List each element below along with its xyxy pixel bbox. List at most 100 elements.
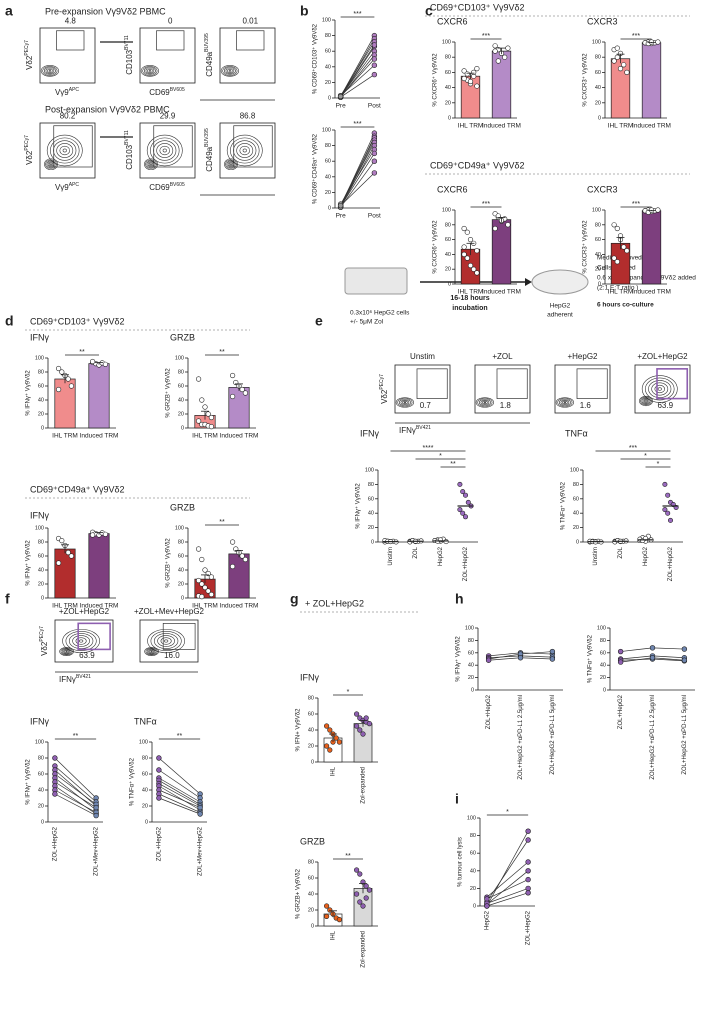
panel-label: e [315, 313, 323, 329]
gate-value: 63.9 [657, 401, 673, 410]
contour [482, 400, 488, 405]
x-tick-label: IHL [331, 766, 337, 776]
contour [398, 399, 411, 406]
contour [72, 635, 90, 647]
diagram-text: 6 hours co-culture [597, 302, 654, 309]
contour [222, 66, 238, 76]
paired-line [486, 888, 529, 904]
contour [48, 70, 52, 72]
section-header: CD69⁺CD49a⁺ Vγ9Vδ2 [430, 160, 525, 170]
y-tick-label: 20 [573, 525, 579, 531]
data-point [464, 255, 470, 261]
y-axis-label: % CXCR6⁺ Vγ9Vδ2 [432, 53, 439, 107]
contour [150, 163, 152, 166]
flow-title: +HepG2 [567, 352, 598, 361]
contour [63, 649, 71, 654]
contour [641, 375, 678, 403]
data-point [208, 424, 214, 430]
gate-value: 0.01 [242, 17, 258, 26]
flow-frame [139, 122, 196, 179]
y-tick-label: 80 [600, 638, 606, 644]
x-tick-label: IHL TRM [458, 123, 484, 130]
section-header: CD69⁺CD103⁺ Vγ9Vδ2 [30, 316, 125, 326]
data-point [525, 890, 531, 896]
data-point [208, 414, 214, 421]
contour [46, 134, 83, 167]
significance-label: ** [345, 853, 351, 860]
data-point [464, 71, 470, 77]
paired-line [486, 892, 529, 907]
axis-label-sup: BV421 [76, 674, 91, 680]
bar [641, 42, 662, 119]
axis-label-sup: PECy7 [24, 40, 30, 56]
contour [68, 633, 94, 649]
y-tick-label: 20 [325, 190, 331, 196]
significance-label: ** [79, 349, 85, 356]
x-tick-label: IHL TRM [458, 289, 484, 296]
data-point [324, 743, 330, 749]
x-tick-label: Unstim [593, 547, 599, 566]
flow-frame [39, 27, 96, 84]
y-tick-label: 40 [595, 252, 601, 258]
petri-dish [531, 269, 589, 295]
paired-line [158, 757, 201, 795]
paired-line [340, 74, 375, 98]
y-tick-label: 40 [445, 85, 451, 91]
y-tick-label: 100 [592, 39, 601, 45]
contour [475, 397, 495, 408]
contour [480, 399, 490, 405]
y-tick-label: 40 [600, 663, 606, 669]
flow-gate [576, 368, 608, 399]
axis-label: Vγ9APC [55, 182, 79, 192]
paired-line [158, 783, 201, 807]
data-point [333, 735, 339, 741]
contour [146, 134, 183, 167]
data-point [102, 531, 108, 537]
contour [478, 399, 491, 406]
y-tick-label: 60 [38, 553, 44, 559]
data-point [196, 418, 202, 424]
contour [148, 70, 152, 72]
data-point [525, 837, 531, 843]
contour [56, 143, 74, 158]
data-point [502, 54, 508, 60]
bar [641, 210, 662, 285]
contour [45, 159, 57, 170]
contour [641, 397, 651, 405]
y-tick-label: 0 [311, 923, 314, 929]
significance-label: * [657, 461, 660, 468]
data-point [65, 549, 71, 556]
gate-value: 29.9 [160, 112, 176, 121]
data-point [471, 69, 477, 75]
y-tick-label: 80 [445, 55, 451, 61]
x-tick-label: IHL TRM [52, 603, 78, 610]
axis-label-sup: BV605 [170, 87, 185, 93]
data-point [59, 369, 65, 375]
data-point [505, 45, 511, 51]
well-plate [344, 267, 408, 295]
panel-label: h [455, 591, 464, 607]
axis-label-sup: APC [69, 87, 80, 93]
arrow-head [525, 278, 532, 286]
data-point [614, 259, 620, 265]
y-axis-label: % tumour cell lysis [458, 837, 464, 887]
significance-label: *** [353, 11, 361, 18]
contour [65, 631, 97, 651]
y-tick-label: 60 [178, 553, 184, 559]
y-tick-label: 40 [468, 663, 474, 669]
contour [48, 162, 54, 167]
axis-label: CD69BV605 [149, 182, 185, 192]
contour [46, 160, 56, 169]
data-point [457, 481, 463, 487]
contour [145, 159, 157, 170]
flow-gate [77, 622, 111, 651]
y-tick-label: 80 [468, 638, 474, 644]
y-tick-label: 60 [142, 771, 148, 777]
x-tick-label: IHL TRM [192, 603, 218, 610]
contour [59, 646, 74, 656]
y-tick-label: 60 [308, 875, 314, 881]
axis-label-main: IFNγ [59, 675, 76, 684]
data-point [371, 62, 378, 68]
contour [560, 399, 570, 405]
diagram-text: HepG2 [550, 303, 571, 310]
